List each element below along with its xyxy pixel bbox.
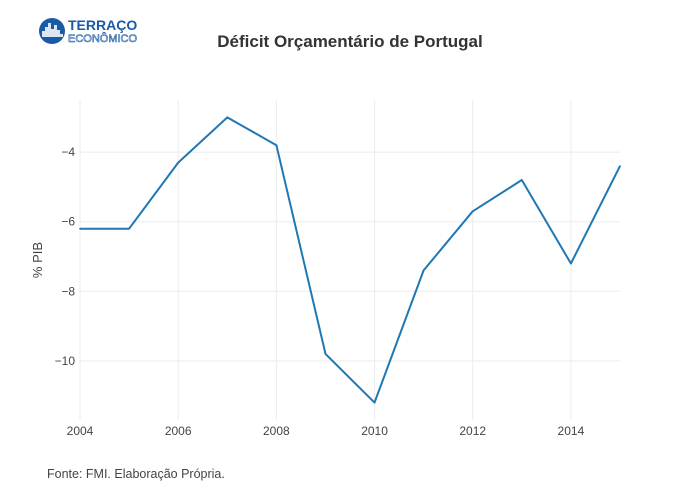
data-point bbox=[619, 165, 621, 167]
x-tick-label: 2010 bbox=[361, 424, 388, 438]
logo-word-terraco: TERRAÇO bbox=[68, 17, 137, 33]
y-tick-label: −8 bbox=[61, 284, 75, 298]
logo-word-economico: ECONÔMICO bbox=[68, 32, 138, 45]
data-point bbox=[422, 269, 425, 272]
logo-skyline-icon bbox=[42, 23, 63, 37]
x-tick-label: 2014 bbox=[558, 424, 585, 438]
data-point bbox=[521, 179, 523, 181]
grid-lines bbox=[79, 100, 620, 420]
x-tick-label: 2006 bbox=[165, 424, 192, 438]
data-point bbox=[128, 227, 130, 230]
data-point bbox=[177, 161, 179, 164]
data-point bbox=[324, 353, 327, 355]
source-note: Fonte: FMI. Elaboração Própria. bbox=[47, 467, 225, 481]
data-point bbox=[373, 401, 376, 404]
y-tick-label: −6 bbox=[61, 215, 75, 229]
x-tick-label: 2012 bbox=[459, 424, 486, 438]
series-layer bbox=[79, 116, 621, 404]
data-point bbox=[471, 210, 474, 213]
data-point bbox=[570, 262, 572, 265]
data-point bbox=[79, 227, 81, 230]
terraco-economico-logo: TERRAÇO ECONÔMICO bbox=[39, 17, 138, 45]
series-line bbox=[80, 116, 621, 404]
chart-title: Déficit Orçamentário de Portugal bbox=[217, 32, 483, 51]
y-tick-label: −4 bbox=[61, 145, 75, 159]
y-axis-label: % PIB bbox=[30, 242, 45, 278]
data-point bbox=[275, 144, 278, 147]
y-tick-label: −10 bbox=[55, 354, 76, 368]
axis-tick-labels: 2004 2006 2008 2010 2012 2014 −4 −6 −8 −10 bbox=[55, 145, 585, 438]
x-tick-label: 2008 bbox=[263, 424, 290, 438]
x-tick-label: 2004 bbox=[67, 424, 94, 438]
data-point bbox=[226, 116, 229, 119]
